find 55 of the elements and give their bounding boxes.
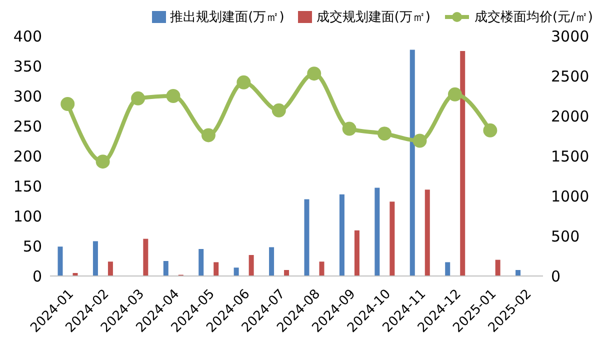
point <box>60 97 75 111</box>
bar <box>198 249 204 276</box>
bar <box>143 238 148 276</box>
legend-label: 成交规划建面(万㎡) <box>315 9 430 26</box>
y-tick-label: 250 <box>13 117 42 136</box>
y2-tick-label: 500 <box>551 227 580 246</box>
bar <box>214 262 219 276</box>
point <box>307 66 322 81</box>
point <box>272 103 286 118</box>
bar <box>460 51 466 276</box>
bar <box>92 241 98 276</box>
bar <box>445 262 450 276</box>
point <box>201 128 216 142</box>
point <box>448 87 462 102</box>
point <box>342 122 356 136</box>
point <box>96 154 110 169</box>
bar <box>424 190 430 276</box>
y2-tick-label: 3000 <box>551 27 590 46</box>
bar <box>163 261 168 276</box>
point <box>483 123 498 138</box>
bar <box>495 260 500 276</box>
bar <box>269 247 274 276</box>
bar <box>390 202 395 276</box>
bar <box>58 246 63 276</box>
y2-tick-label: 0 <box>551 267 561 286</box>
point <box>378 126 392 141</box>
legend-label: 推出规划建面(万㎡) <box>169 9 284 26</box>
point <box>236 75 251 90</box>
y2-tick-label: 2500 <box>551 67 590 86</box>
bar <box>234 268 239 276</box>
bar <box>410 50 415 276</box>
bar <box>354 230 360 276</box>
y-tick-label: 0 <box>32 267 42 286</box>
y-tick-label: 100 <box>13 207 42 226</box>
y2-tick-label: 2000 <box>551 107 590 126</box>
bar <box>248 255 254 276</box>
legend-label: 成交楼面均价(元/㎡) <box>473 9 593 26</box>
bar <box>339 194 344 276</box>
point <box>131 91 146 106</box>
y-tick-label: 50 <box>22 237 42 256</box>
y2-tick-label: 1500 <box>551 147 590 166</box>
point <box>166 89 180 103</box>
bar <box>374 188 380 276</box>
bar <box>319 262 324 276</box>
bar <box>304 199 310 276</box>
y-tick-label: 350 <box>13 57 42 76</box>
y2-tick-label: 1000 <box>551 187 590 206</box>
bar <box>284 270 290 276</box>
y-tick-label: 400 <box>13 27 42 46</box>
y-tick-label: 300 <box>13 87 42 106</box>
bar <box>108 262 113 276</box>
y-tick-label: 150 <box>13 177 42 196</box>
y-tick-label: 200 <box>13 147 42 166</box>
point <box>412 134 427 148</box>
bar <box>516 270 521 276</box>
